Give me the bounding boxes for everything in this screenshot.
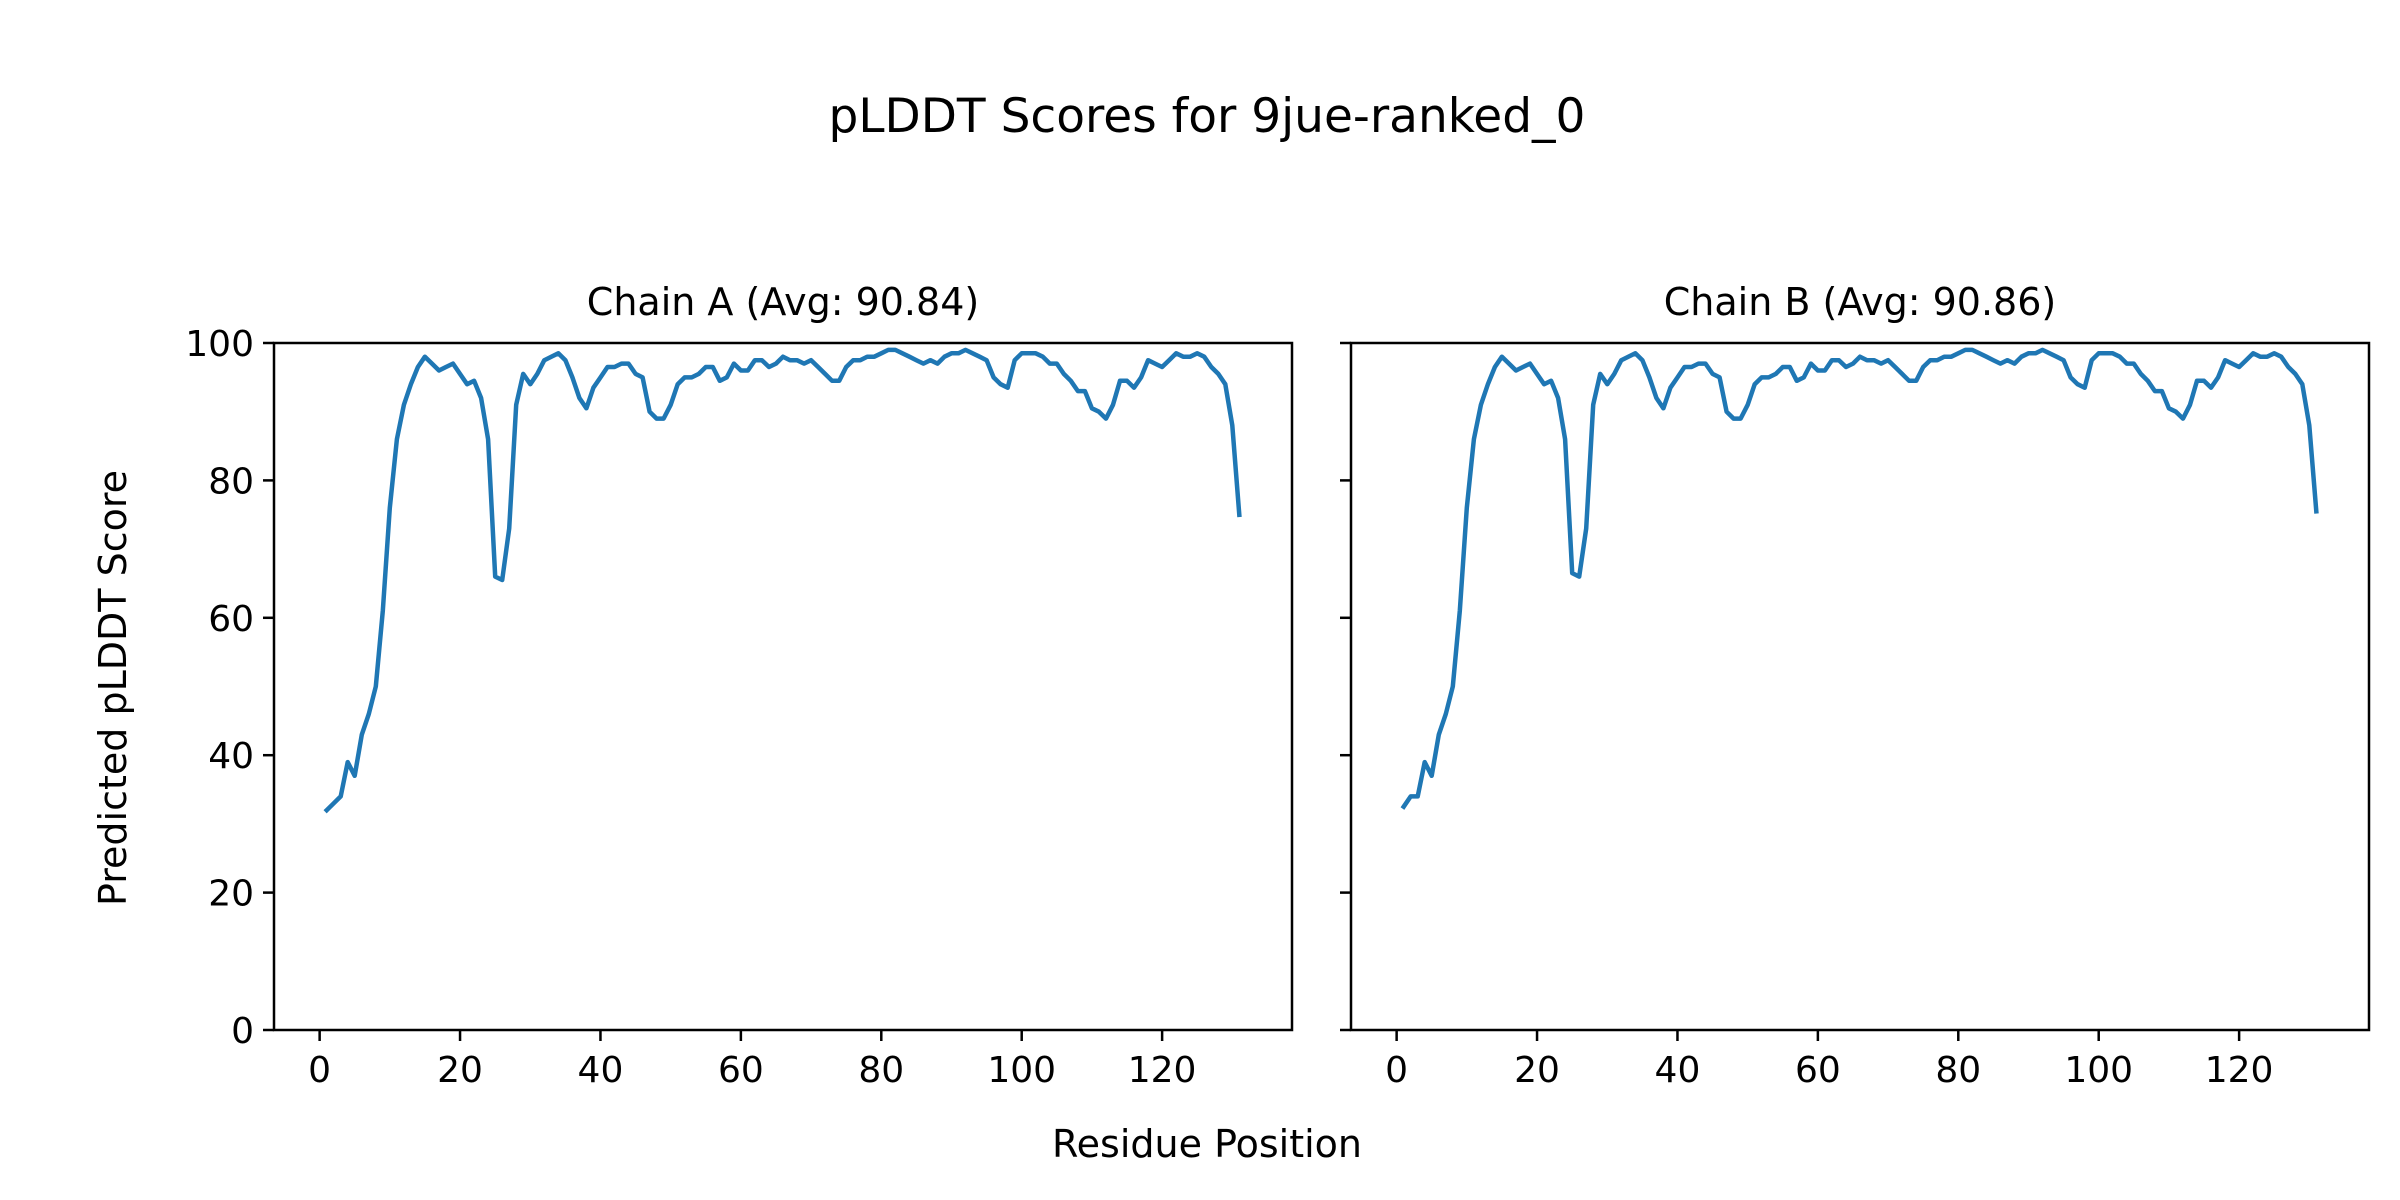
chain-b-title: Chain B (Avg: 90.86) [1664,280,2056,324]
chain-a-title: Chain A (Avg: 90.84) [587,280,979,324]
chain-a-x-tick-label: 60 [718,1050,764,1091]
chain-a-y-tick-label: 80 [208,461,254,502]
chain-a-x-tick-label: 120 [1128,1050,1197,1091]
chain-b-x-tick-label: 120 [2205,1050,2274,1091]
chain-b-x-tick-label: 100 [2064,1050,2133,1091]
chain-b-x-tick-label: 80 [1935,1050,1981,1091]
chain-a-y-tick-label: 20 [208,874,254,915]
chain-a-panel: Chain A (Avg: 90.84) 0 20 40 60 80 100 120 0 20 4… [185,280,1294,1091]
chain-a-x-tick-label: 0 [308,1050,331,1091]
chain-b-x-tick-label: 20 [1514,1050,1560,1091]
chain-a-y-tick-label: 0 [231,1011,254,1052]
chain-a-axes-frame [272,341,1294,1032]
chain-b-axes-frame [1349,341,2371,1032]
x-axis-label: Residue Position [1052,1122,1362,1166]
chain-a-y-tick-label: 40 [208,736,254,777]
y-axis-label: Predicted pLDDT Score [91,470,135,906]
chain-a-plddt-line [323,347,1242,814]
chain-a-y-tick-label: 100 [185,324,254,365]
chain-b-x-tick-label: 40 [1655,1050,1701,1091]
chain-a-y-tick-label: 60 [208,599,254,640]
chain-b-plddt-line [1400,347,2319,810]
chain-a-x-tick-label: 40 [578,1050,624,1091]
chain-b-x-tick-label: 60 [1795,1050,1841,1091]
chain-b-x-tick-label: 0 [1385,1050,1408,1091]
figure-title: pLDDT Scores for 9jue-ranked_0 [829,89,1586,144]
chain-a-x-tick-label: 80 [858,1050,904,1091]
chain-a-x-tick-label: 100 [987,1050,1056,1091]
chain-b-panel: Chain B (Avg: 90.86) 0 20 40 60 80 100 120 [1340,280,2371,1091]
chain-a-x-tick-label: 20 [437,1050,483,1091]
